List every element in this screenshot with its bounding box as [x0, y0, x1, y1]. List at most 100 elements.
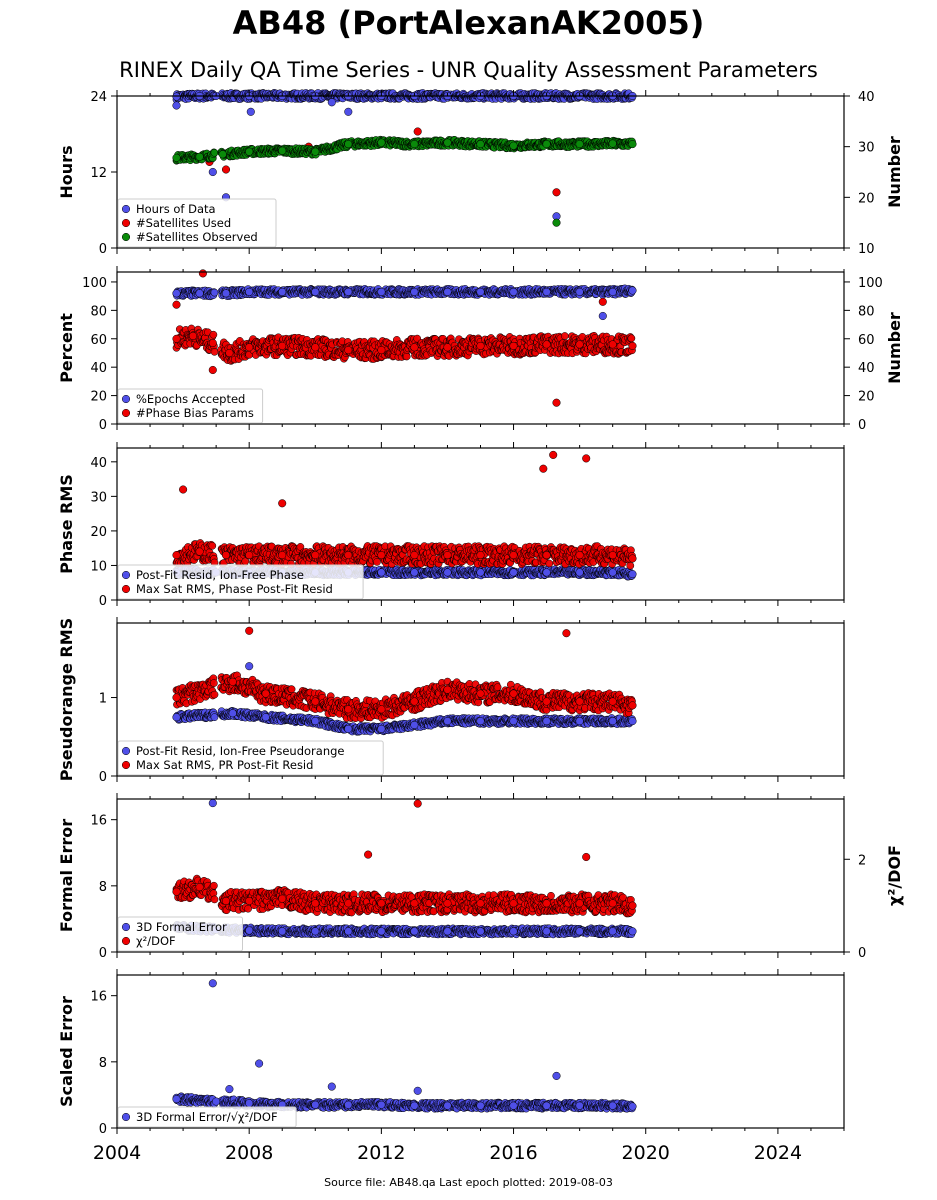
data-point	[628, 341, 637, 350]
data-point	[344, 140, 353, 149]
data-point	[208, 338, 217, 348]
data-point	[509, 341, 518, 350]
data-point	[410, 287, 419, 296]
data-point	[198, 269, 207, 278]
data-point	[628, 570, 637, 579]
data-point	[608, 287, 617, 296]
y2-tick-label: 80	[858, 304, 875, 319]
data-point	[545, 559, 554, 568]
data-point	[172, 153, 181, 162]
data-point	[311, 287, 320, 296]
data-point	[221, 289, 231, 298]
data-point	[195, 289, 204, 298]
data-point	[443, 343, 452, 352]
data-point	[172, 289, 181, 298]
data-point	[377, 346, 386, 355]
data-point	[209, 330, 218, 339]
legend-label: #Satellites Observed	[136, 230, 258, 244]
data-point	[225, 348, 234, 358]
data-point	[172, 300, 181, 309]
data-point	[195, 152, 204, 161]
data-point	[208, 167, 217, 177]
y-tick-label: 24	[90, 90, 107, 105]
y2-tick-label: 60	[858, 333, 875, 348]
data-point	[608, 139, 617, 148]
data-point	[476, 287, 485, 296]
data-point	[608, 568, 617, 577]
data-point	[509, 568, 518, 577]
y2-tick-label: 10	[858, 242, 875, 257]
data-point	[552, 218, 561, 227]
data-point	[410, 343, 419, 352]
y-tick-label: 12	[90, 166, 107, 181]
legend-label: #Satellites Used	[136, 216, 231, 230]
data-point	[377, 138, 386, 147]
data-point	[598, 311, 607, 321]
data-point	[278, 341, 287, 350]
y2-tick-label: 40	[858, 361, 875, 376]
y-tick-label: 80	[90, 304, 107, 319]
data-point	[311, 343, 320, 352]
y2-tick-label: 20	[858, 191, 875, 206]
legend-marker	[121, 232, 131, 242]
data-point	[208, 365, 217, 375]
data-point	[608, 340, 617, 349]
data-point	[443, 287, 452, 296]
y-tick-label: 20	[90, 390, 107, 405]
data-point	[208, 541, 217, 550]
data-point	[344, 346, 353, 355]
data-point	[172, 101, 181, 110]
data-point	[476, 341, 485, 350]
data-point	[575, 568, 584, 577]
y-tick-label: 60	[90, 333, 107, 348]
data-point	[246, 107, 255, 116]
data-point	[575, 340, 584, 349]
data-point	[476, 568, 485, 577]
data-point	[560, 332, 569, 340]
data-point	[210, 148, 219, 157]
legend-label: Hours of Data	[136, 202, 216, 216]
data-point	[245, 287, 254, 296]
data-point	[221, 165, 231, 174]
legend-marker	[121, 204, 131, 214]
data-point	[410, 140, 419, 149]
data-point	[377, 568, 386, 577]
chart-subtitle: RINEX Daily QA Time Series - UNR Quality…	[119, 58, 818, 82]
y-tick-label: 100	[82, 276, 107, 291]
data-point	[344, 287, 353, 296]
data-point	[509, 287, 518, 296]
legend-marker	[121, 408, 131, 418]
data-point	[327, 98, 336, 107]
y2-tick-label: 40	[858, 90, 875, 105]
y-axis-label: Hours	[57, 145, 76, 198]
data-point	[188, 331, 198, 340]
y2-axis-label: Number	[885, 312, 904, 384]
y2-tick-label: 0	[858, 418, 866, 433]
data-point	[410, 568, 419, 577]
data-point	[598, 297, 607, 306]
chart-title: AB48 (PortAlexanAK2005)	[232, 4, 705, 42]
data-point	[542, 287, 551, 296]
data-point	[552, 398, 561, 407]
y-tick-label: 40	[90, 361, 107, 376]
data-point	[402, 352, 411, 361]
data-point	[476, 140, 485, 149]
y2-axis-label: Number	[885, 136, 904, 208]
y2-tick-label: 30	[858, 141, 875, 156]
data-point	[552, 188, 561, 197]
data-point	[218, 150, 227, 159]
data-point	[344, 107, 353, 116]
data-point	[377, 287, 386, 296]
legend-label: %Epochs Accepted	[136, 392, 245, 406]
legend-marker	[121, 394, 131, 404]
data-point	[628, 140, 637, 149]
data-point	[542, 568, 551, 577]
data-point	[542, 340, 551, 349]
y2-tick-label: 100	[858, 276, 883, 291]
data-point	[443, 568, 452, 577]
data-point	[575, 287, 584, 296]
data-point	[278, 146, 287, 155]
data-point	[575, 140, 584, 149]
data-point	[210, 347, 219, 356]
